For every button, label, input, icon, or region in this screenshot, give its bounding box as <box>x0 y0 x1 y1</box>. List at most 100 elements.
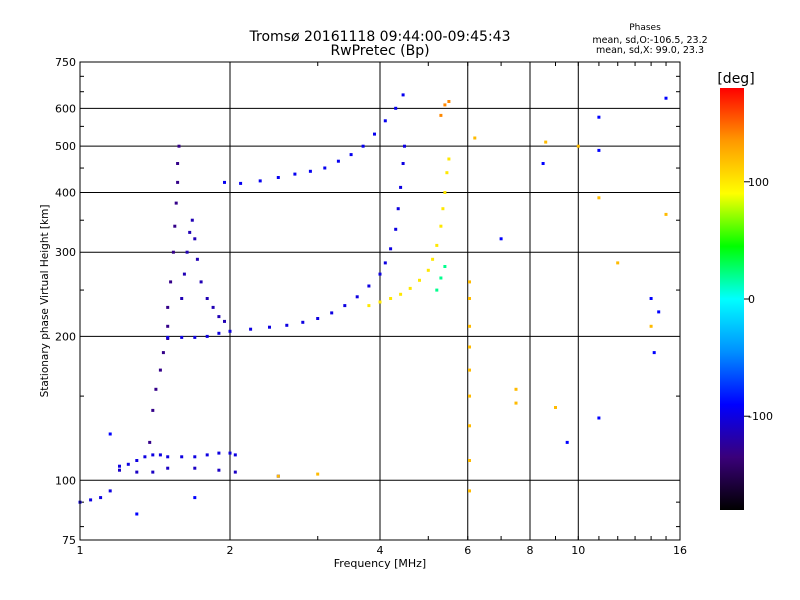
plot-frame <box>79 61 681 541</box>
data-point <box>118 468 121 472</box>
data-point <box>468 345 471 349</box>
x-tick-label: 1 <box>77 544 84 557</box>
data-point <box>173 224 177 228</box>
data-point <box>151 470 155 474</box>
data-point <box>193 237 197 241</box>
x-tick-label: 16 <box>673 544 687 557</box>
data-point <box>228 451 232 455</box>
data-point <box>108 489 112 493</box>
colorbar-tick-label: 100 <box>748 176 769 189</box>
data-point <box>330 311 334 315</box>
data-point <box>378 300 382 304</box>
data-point <box>323 166 327 170</box>
data-point <box>597 148 601 152</box>
data-point <box>193 335 197 339</box>
data-point <box>408 286 412 290</box>
data-point <box>576 144 580 148</box>
data-point <box>177 144 181 148</box>
colorbar-tick-label: 0 <box>748 293 755 306</box>
data-point <box>169 280 173 284</box>
data-point <box>151 408 155 412</box>
data-point <box>383 119 387 123</box>
x-tick-label: 8 <box>527 544 534 557</box>
data-point <box>293 172 297 176</box>
chart-subtitle: RwPretec (Bp) <box>330 43 429 59</box>
data-point <box>389 247 393 251</box>
data-point <box>401 93 405 97</box>
x-tick-label: 10 <box>571 544 585 557</box>
data-point <box>616 261 620 265</box>
data-point <box>399 292 403 296</box>
data-point <box>447 100 451 103</box>
data-point <box>439 276 443 280</box>
data-point <box>258 179 262 183</box>
data-point <box>151 453 155 457</box>
data-point <box>355 295 359 299</box>
data-point <box>176 180 180 184</box>
data-point <box>336 159 340 163</box>
data-point <box>233 470 237 474</box>
data-point <box>301 320 305 324</box>
data-point <box>349 153 353 157</box>
data-point <box>378 272 382 276</box>
data-point <box>193 496 197 500</box>
data-point <box>554 406 557 409</box>
data-point <box>217 451 221 455</box>
data-point <box>217 331 221 335</box>
data-point <box>135 512 139 516</box>
data-point <box>89 498 93 502</box>
data-point <box>223 319 226 323</box>
data-point <box>565 440 569 444</box>
data-point <box>443 103 447 107</box>
colorbar-label: [deg] <box>717 71 754 87</box>
data-point <box>185 250 189 254</box>
data-point <box>468 297 471 300</box>
data-point <box>597 416 601 420</box>
data-point <box>468 489 471 493</box>
y-tick-label: 100 <box>55 474 76 487</box>
phases-mean-o: mean, sd,O:-106.5, 23.2 <box>592 35 707 46</box>
data-point <box>441 207 445 211</box>
data-point <box>180 297 184 300</box>
data-point <box>401 162 405 165</box>
data-point <box>174 201 178 205</box>
data-point <box>541 162 545 165</box>
y-axis-label: Stationary phase Virtual Height [km] <box>39 205 51 398</box>
gridlines <box>80 62 680 540</box>
data-point <box>154 387 158 391</box>
data-point <box>389 297 393 300</box>
data-point <box>158 453 162 457</box>
data-point <box>367 284 371 288</box>
data-point <box>514 387 518 391</box>
data-point <box>439 113 443 117</box>
data-point <box>394 106 398 110</box>
data-point <box>223 180 226 184</box>
data-point <box>468 280 471 284</box>
data-point <box>195 257 199 261</box>
data-point <box>239 181 243 185</box>
data-point <box>285 323 289 327</box>
data-point <box>383 261 387 265</box>
data-point <box>664 96 668 100</box>
data-point <box>166 455 170 459</box>
data-point <box>188 230 192 234</box>
y-tick-label: 400 <box>55 186 76 199</box>
data-point <box>447 157 451 161</box>
data-point <box>343 304 347 308</box>
data-point <box>135 459 139 462</box>
data-point <box>435 288 439 292</box>
data-point <box>161 351 165 355</box>
data-point <box>373 132 376 136</box>
data-point <box>108 432 112 436</box>
data-point <box>193 466 197 470</box>
data-point <box>158 368 162 372</box>
data-point <box>394 227 398 231</box>
data-point <box>166 335 170 339</box>
data-point <box>597 115 601 119</box>
data-point <box>228 329 232 333</box>
data-point <box>396 207 400 211</box>
data-point <box>180 335 184 339</box>
colorbar <box>720 88 744 510</box>
data-point <box>99 496 103 500</box>
data-point <box>193 455 197 459</box>
